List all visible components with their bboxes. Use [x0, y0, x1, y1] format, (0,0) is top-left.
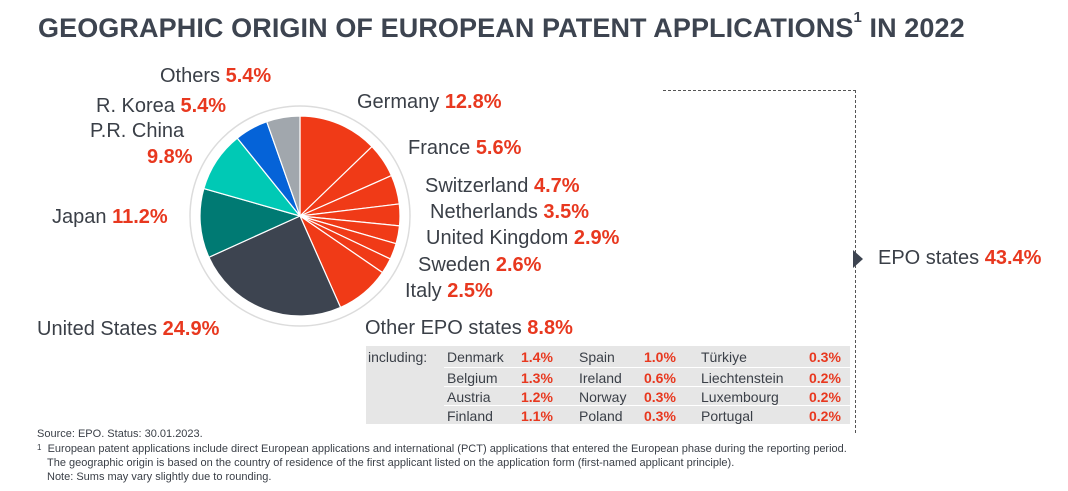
label-netherlands: Netherlands 3.5%: [430, 201, 589, 223]
breakdown-value: 1.1%: [521, 408, 553, 424]
breakdown-value: 1.3%: [521, 370, 553, 386]
label-germany: Germany 12.8%: [357, 91, 502, 113]
breakdown-country: Austria: [447, 389, 491, 405]
label-pr-china: P.R. China: [90, 120, 185, 142]
breakdown-country: Poland: [579, 408, 623, 424]
label-italy: Italy 2.5%: [405, 280, 493, 302]
label-other-epo-states: Other EPO states 8.8%: [365, 317, 573, 339]
source-note: Source: EPO. Status: 30.01.2023.: [37, 428, 203, 440]
chart-title-text: GEOGRAPHIC ORIGIN OF EUROPEAN PATENT APP…: [38, 13, 854, 43]
table-divider: [444, 386, 850, 387]
table-divider: [444, 367, 850, 368]
chart-title-suffix: IN 2022: [861, 13, 965, 43]
breakdown-value: 0.3%: [644, 389, 676, 405]
other-epo-breakdown-table: [366, 346, 850, 424]
breakdown-value: 0.3%: [644, 408, 676, 424]
breakdown-country: Spain: [579, 349, 615, 365]
label-r-korea: R. Korea 5.4%: [96, 95, 227, 117]
label-france: France 5.6%: [408, 137, 522, 159]
footnote-1: 1 European patent applications include d…: [37, 443, 847, 455]
breakdown-value: 0.2%: [809, 389, 841, 405]
breakdown-country: Luxembourg: [701, 389, 779, 405]
breakdown-country: Finland: [447, 408, 493, 424]
breakdown-value: 1.4%: [521, 349, 553, 365]
pie-slice-others: [265, 115, 301, 217]
breakdown-value: 0.6%: [644, 370, 676, 386]
pie-slice-germany: [299, 115, 373, 218]
label-others: Others 5.4%: [160, 65, 272, 87]
title-footnote-marker: 1: [853, 9, 862, 26]
footnote-marker: 1: [37, 443, 42, 452]
label-switzerland: Switzerland 4.7%: [425, 175, 580, 197]
pie-slice-united-states: [208, 215, 342, 317]
breakdown-country: Türkiye: [701, 349, 747, 365]
breakdown-value: 1.0%: [644, 349, 676, 365]
breakdown-country: Denmark: [447, 349, 504, 365]
value-pr-china: 9.8%: [147, 146, 193, 168]
rounding-note: Note: Sums may vary slightly due to roun…: [47, 471, 272, 483]
footnote-1-cont: The geographic origin is based on the co…: [47, 457, 735, 469]
epo-states-total: EPO states 43.4%: [878, 247, 1042, 269]
chart-title: GEOGRAPHIC ORIGIN OF EUROPEAN PATENT APP…: [38, 9, 965, 44]
epo-arrow-icon: [853, 250, 863, 268]
breakdown-value: 1.2%: [521, 389, 553, 405]
breakdown-value: 0.2%: [809, 370, 841, 386]
table-divider: [444, 405, 850, 406]
breakdown-country: Portugal: [701, 408, 754, 424]
label-united-kingdom: United Kingdom 2.9%: [426, 227, 620, 249]
breakdown-country: Norway: [579, 389, 627, 405]
label-japan: Japan 11.2%: [52, 206, 168, 228]
breakdown-country: Liechtenstein: [701, 370, 784, 386]
including-label: including:: [368, 349, 428, 365]
label-sweden: Sweden 2.6%: [418, 254, 542, 276]
pie-slice-japan: [199, 187, 302, 259]
breakdown-country: Ireland: [579, 370, 622, 386]
breakdown-country: Belgium: [447, 370, 498, 386]
breakdown-value: 0.2%: [809, 408, 841, 424]
breakdown-value: 0.3%: [809, 349, 841, 365]
label-united-states: United States 24.9%: [37, 318, 220, 340]
